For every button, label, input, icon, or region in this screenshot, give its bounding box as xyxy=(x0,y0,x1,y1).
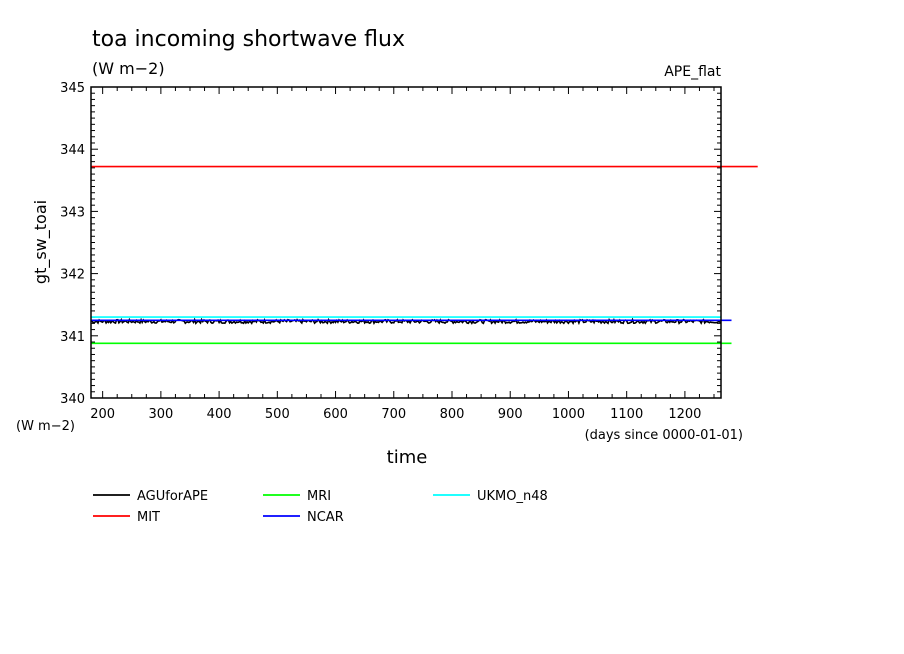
y-tick-label: 344 xyxy=(60,143,85,158)
y-tick-label: 343 xyxy=(60,205,85,220)
x-tick-label: 600 xyxy=(323,407,348,422)
x-axis-units: (days since 0000-01-01) xyxy=(585,428,743,443)
x-tick-label: 800 xyxy=(440,407,465,422)
x-tick-label: 300 xyxy=(148,407,173,422)
x-tick-label: 500 xyxy=(265,407,290,422)
x-tick-label: 1000 xyxy=(552,407,585,422)
chart-tag: APE_flat xyxy=(664,64,721,80)
x-tick-label: 700 xyxy=(381,407,406,422)
x-axis-label: time xyxy=(387,447,428,468)
y-tick-label: 345 xyxy=(60,81,85,96)
y-axis-units: (W m−2) xyxy=(16,419,75,434)
x-tick-label: 200 xyxy=(90,407,115,422)
x-tick-label: 1100 xyxy=(610,407,643,422)
x-tick-label: 400 xyxy=(207,407,232,422)
chart-subtitle: (W m−2) xyxy=(92,59,165,78)
x-tick-label: 1200 xyxy=(668,407,701,422)
y-tick-label: 342 xyxy=(60,268,85,283)
legend-label-ukmo-n48: UKMO_n48 xyxy=(477,489,548,504)
y-tick-label: 341 xyxy=(60,330,85,345)
plot-frame xyxy=(90,86,722,399)
legend-label-mit: MIT xyxy=(137,510,160,525)
legend-label-ncar: NCAR xyxy=(307,510,344,525)
chart-title: toa incoming shortwave flux xyxy=(92,27,405,52)
legend-label-mri: MRI xyxy=(307,489,331,504)
x-tick-label: 900 xyxy=(498,407,523,422)
y-tick-label: 340 xyxy=(60,392,85,407)
legend-label-aguforape: AGUforAPE xyxy=(137,489,208,504)
y-axis-label: gt_sw_toai xyxy=(31,200,51,284)
